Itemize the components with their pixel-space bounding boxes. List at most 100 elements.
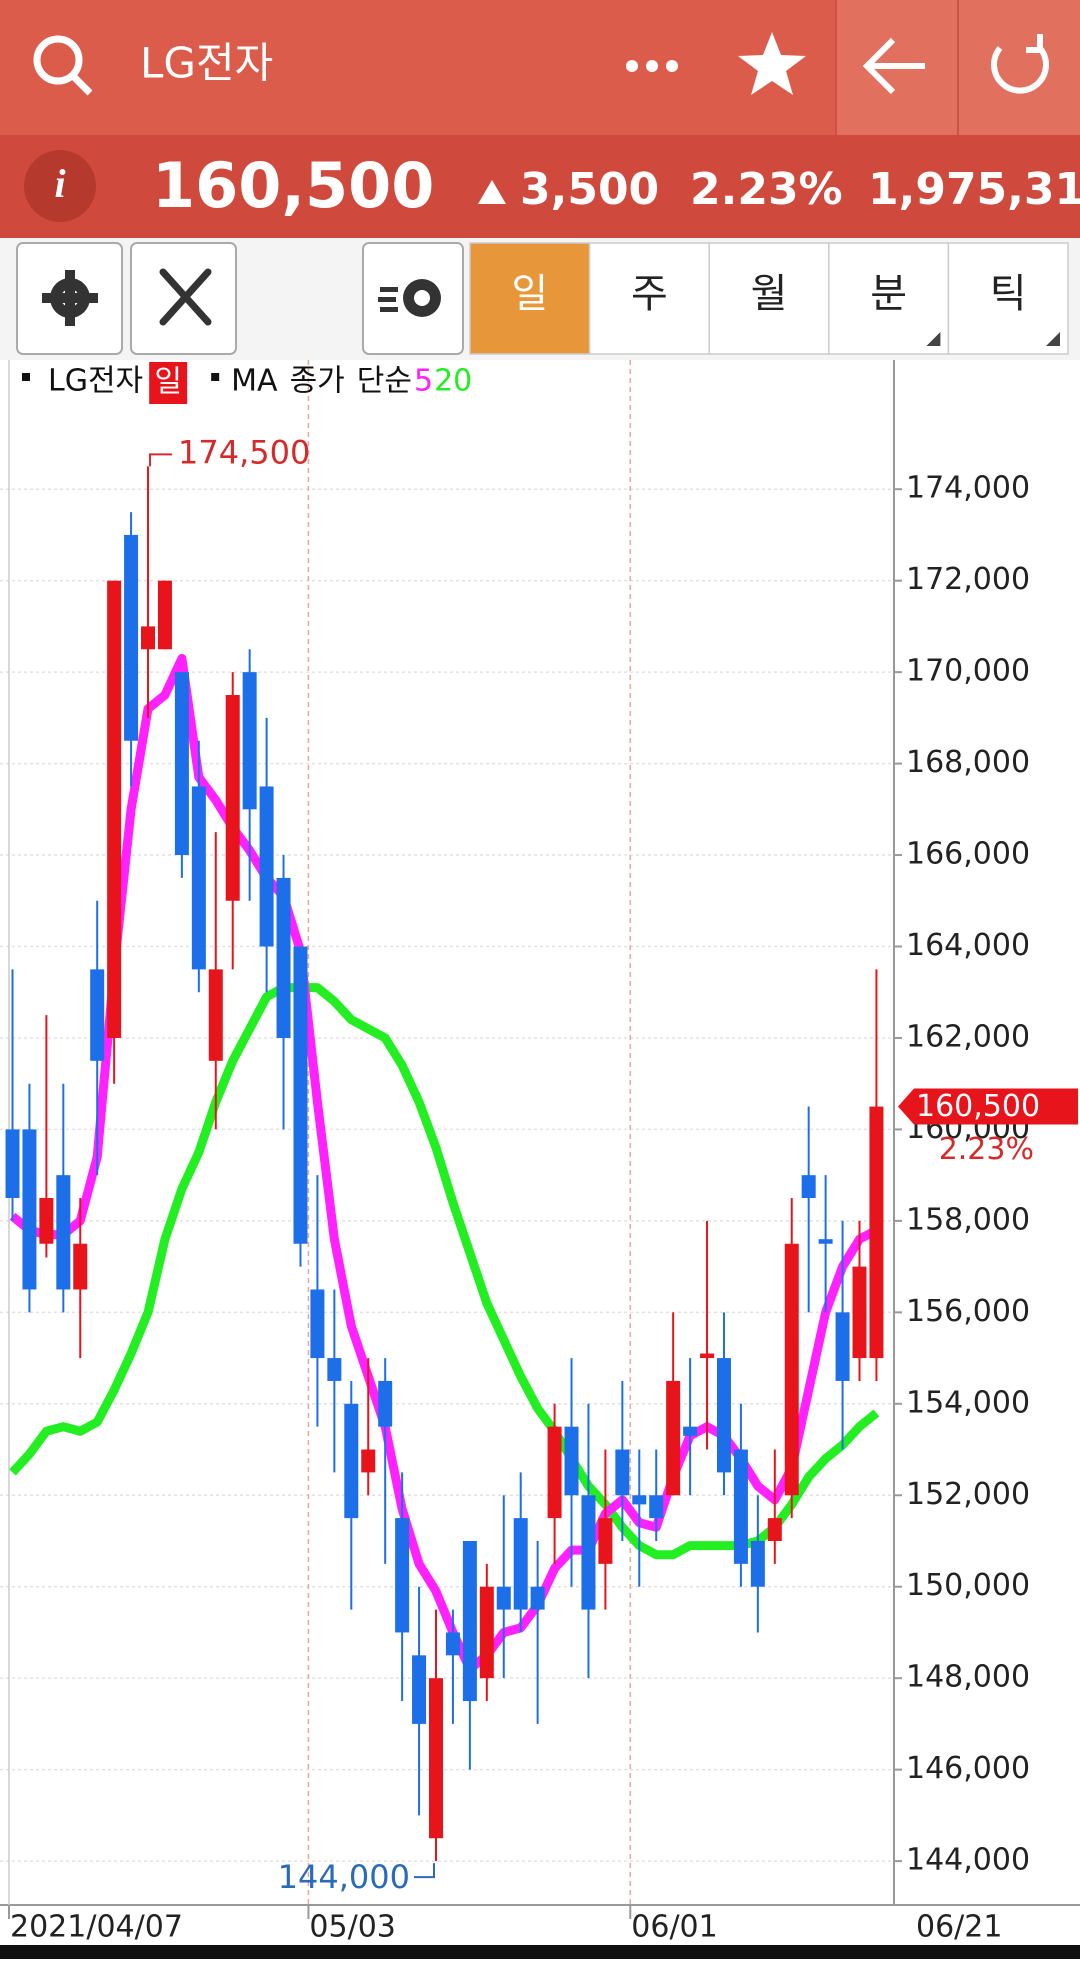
candle-body [157, 580, 172, 650]
candle-body [632, 1495, 647, 1505]
candle-body [378, 1380, 393, 1427]
legend-label: 단순 [357, 364, 412, 399]
candle-body [344, 1403, 359, 1519]
candle-body [395, 1518, 410, 1633]
annotation-arrow [149, 453, 173, 467]
candle-body [700, 1353, 715, 1359]
candle-body [683, 1426, 698, 1436]
candle-body [141, 626, 156, 650]
legend-entry: 5 [414, 364, 433, 399]
candle-body [818, 1239, 833, 1244]
change-pct: 2.23% [690, 164, 843, 215]
search-button[interactable] [33, 35, 93, 96]
period-tab-label: 주 [631, 271, 668, 317]
legend-label: 종가 [290, 364, 345, 399]
y-tick-label: 170,000 [906, 654, 1030, 689]
candle-body [242, 672, 257, 810]
ma-line [9, 653, 879, 1674]
candle-body [73, 1243, 88, 1290]
period-tab-label: 일 [511, 271, 548, 317]
y-tick-label: 148,000 [906, 1660, 1030, 1695]
y-tick-label: 174,000 [906, 471, 1030, 506]
info-button[interactable] [24, 150, 96, 222]
candle-body [784, 1243, 799, 1496]
legend-entry: 20 [434, 364, 472, 399]
price: 160,500 [152, 149, 434, 222]
candle-body [174, 672, 189, 856]
x-tick-label: 06/21 [916, 1910, 1002, 1945]
candle-body [564, 1426, 579, 1496]
candle-body [649, 1495, 664, 1519]
y-tick-label: 150,000 [906, 1568, 1030, 1603]
annotation-label: 144,000 [278, 1858, 410, 1896]
candle-body [276, 877, 291, 1038]
candle-body [869, 1106, 884, 1359]
period-tab[interactable] [828, 242, 950, 355]
price-bar [0, 135, 1080, 238]
back-button[interactable] [862, 37, 925, 95]
y-tick-label: 164,000 [906, 928, 1030, 963]
candle-body [56, 1175, 71, 1290]
candle-body [361, 1449, 376, 1473]
up-arrow [478, 180, 506, 204]
y-tick-label: 152,000 [906, 1477, 1030, 1512]
refresh-button[interactable] [991, 34, 1049, 94]
price-tag-change: 2.23% [939, 1132, 1034, 1167]
ma-line [9, 983, 880, 1560]
candle-body [733, 1449, 748, 1564]
candle-body [835, 1312, 850, 1381]
y-tick-label: 172,000 [906, 562, 1030, 597]
candle-body [445, 1632, 460, 1656]
indicator-icon [378, 279, 441, 317]
candle-body [225, 694, 240, 901]
favorite-button[interactable] [738, 32, 806, 95]
legend-marker [22, 373, 30, 381]
period-tab[interactable] [708, 242, 830, 355]
legend-entry: LG전자 [48, 364, 143, 399]
volume: 1,975,315 [868, 164, 1080, 215]
period-tab-label: 분 [870, 271, 907, 317]
more-button[interactable] [626, 60, 678, 72]
candle-body [293, 946, 308, 1244]
candle-body [801, 1175, 816, 1199]
x-tick-label: 05/03 [309, 1910, 395, 1945]
period-tab[interactable] [469, 242, 591, 355]
candle-body [716, 1358, 731, 1473]
candle-body [750, 1540, 765, 1587]
candle-body [208, 969, 223, 1061]
candle-body [496, 1586, 511, 1610]
legend-label: MA [231, 364, 278, 399]
candle-body [22, 1129, 37, 1290]
candle-body [310, 1289, 325, 1359]
y-tick-label: 168,000 [906, 745, 1030, 780]
y-tick-label: 146,000 [906, 1751, 1030, 1786]
candle-body [412, 1655, 427, 1724]
candle-body [259, 786, 274, 947]
legend-period: 일 [154, 365, 182, 400]
candle-body [191, 786, 206, 970]
search-text[interactable]: LG전자 [140, 39, 273, 88]
candle-body [90, 969, 105, 1061]
candle-body [107, 580, 122, 1038]
x-tick-label: 06/01 [631, 1910, 717, 1945]
chart: 144,000 146,000 148,000 150,000 152,000 154,0… [0, 360, 1080, 1945]
x-tick-label: 2021/04/07 [10, 1910, 183, 1945]
candle-body [598, 1518, 613, 1564]
settings-icon [42, 270, 98, 326]
info-icon: i [54, 161, 65, 206]
legend-period-bg [149, 362, 188, 404]
candle-body [581, 1495, 596, 1610]
tab-corner [1046, 332, 1060, 346]
period-tab[interactable] [947, 242, 1069, 355]
candle-body [462, 1540, 477, 1702]
y-tick-label: 166,000 [906, 837, 1030, 872]
candle-body [479, 1586, 494, 1679]
candle-body [547, 1426, 562, 1519]
period-tab-label: 월 [751, 271, 788, 317]
annotation-arrow [414, 1863, 435, 1879]
candle-body [615, 1449, 630, 1496]
candle-body [124, 534, 139, 741]
candle-body [513, 1518, 528, 1610]
